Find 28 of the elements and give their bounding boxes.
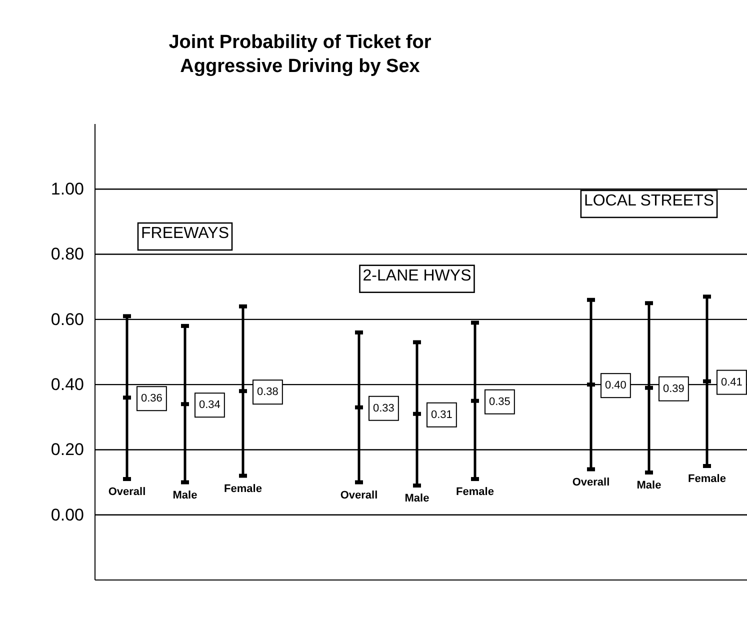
x-tick-label: Female bbox=[456, 486, 494, 498]
data-label: 0.40 bbox=[605, 380, 626, 392]
annotation: 2-LANE HWYS bbox=[362, 267, 472, 284]
data-label: 0.39 bbox=[663, 382, 684, 395]
annotation: FREEWAYS bbox=[140, 225, 230, 242]
data-label: 0.35 bbox=[489, 396, 510, 408]
x-tick-label: Male bbox=[636, 480, 662, 492]
data-label: 0.36 bbox=[141, 392, 162, 405]
data-label: 0.38 bbox=[257, 386, 278, 398]
data-label: 0.41 bbox=[721, 376, 742, 388]
chart-title: Joint Probability of Ticket for Aggressive Driving by Sex bbox=[168, 32, 432, 77]
x-tick-label: Male bbox=[404, 492, 430, 505]
data-label: 0.34 bbox=[199, 399, 220, 412]
x-tick-label: Female bbox=[688, 473, 726, 485]
data-label: 0.31 bbox=[431, 408, 452, 421]
x-tick-label: Overall bbox=[340, 489, 378, 502]
x-tick-label: Overall bbox=[572, 476, 610, 488]
y-tick-label: 0.60 bbox=[50, 310, 84, 329]
data-label: 0.33 bbox=[373, 402, 394, 414]
y-tick-label: 0.40 bbox=[50, 375, 84, 394]
x-tick-label: Female bbox=[224, 482, 262, 495]
x-tick-label: Overall bbox=[108, 486, 146, 498]
y-tick-label: 1.00 bbox=[50, 180, 84, 199]
y-tick-label: 0.00 bbox=[50, 505, 84, 524]
annotation: LOCAL STREETS bbox=[584, 192, 714, 210]
x-tick-label: Male bbox=[172, 489, 198, 502]
y-tick-label: 0.20 bbox=[50, 440, 84, 460]
y-tick-label: 0.80 bbox=[50, 244, 84, 264]
